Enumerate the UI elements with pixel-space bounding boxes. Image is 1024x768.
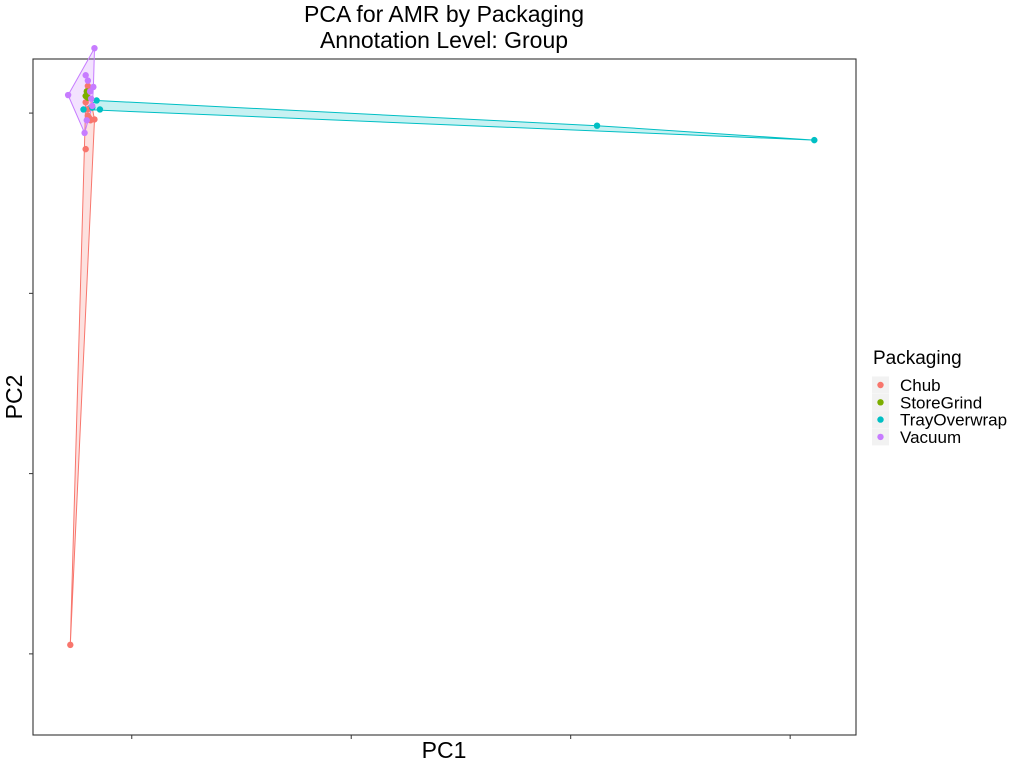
point-vacuum-1 bbox=[91, 44, 98, 52]
chart-title: PCA for AMR by Packaging bbox=[304, 1, 584, 27]
point-trayoverwrap-2 bbox=[593, 122, 601, 129]
legend-marker-vacuum bbox=[877, 433, 884, 441]
legend-marker-trayoverwrap bbox=[877, 416, 884, 423]
point-vacuum-9 bbox=[83, 117, 90, 124]
point-chub-4 bbox=[91, 116, 98, 123]
point-vacuum-4 bbox=[90, 83, 97, 91]
legend-marker-storegrind bbox=[877, 399, 884, 406]
legend-label-trayoverwrap: TrayOverwrap bbox=[900, 411, 1007, 430]
chart-subtitle: Annotation Level: Group bbox=[320, 27, 568, 53]
point-trayoverwrap-4 bbox=[80, 106, 87, 113]
legend-label-chub: Chub bbox=[900, 376, 941, 395]
x-axis-title: PC1 bbox=[422, 737, 467, 763]
legend-label-vacuum: Vacuum bbox=[900, 428, 961, 447]
legend: Packaging ChubStoreGrindTrayOverwrapVacu… bbox=[872, 348, 1007, 447]
axis-ticks bbox=[29, 112, 791, 739]
y-axis-title: PC2 bbox=[1, 375, 27, 420]
legend-label-storegrind: StoreGrind bbox=[900, 393, 982, 412]
point-trayoverwrap-1 bbox=[93, 97, 100, 104]
point-vacuum-8 bbox=[89, 102, 96, 110]
point-trayoverwrap-0 bbox=[96, 106, 104, 113]
point-vacuum-2 bbox=[82, 72, 89, 79]
point-chub-0 bbox=[67, 641, 74, 649]
point-vacuum-3 bbox=[84, 77, 92, 84]
point-trayoverwrap-3 bbox=[811, 136, 818, 144]
point-vacuum-7 bbox=[87, 95, 95, 102]
points-layer bbox=[64, 44, 818, 649]
legend-title: Packaging bbox=[873, 348, 962, 369]
point-chub-8 bbox=[84, 82, 92, 90]
point-chub-7 bbox=[82, 145, 89, 153]
point-vacuum-6 bbox=[86, 88, 94, 95]
legend-marker-chub bbox=[877, 381, 884, 389]
point-vacuum-0 bbox=[64, 91, 72, 99]
point-vacuum-5 bbox=[81, 129, 88, 137]
plot-panel bbox=[32, 58, 857, 736]
